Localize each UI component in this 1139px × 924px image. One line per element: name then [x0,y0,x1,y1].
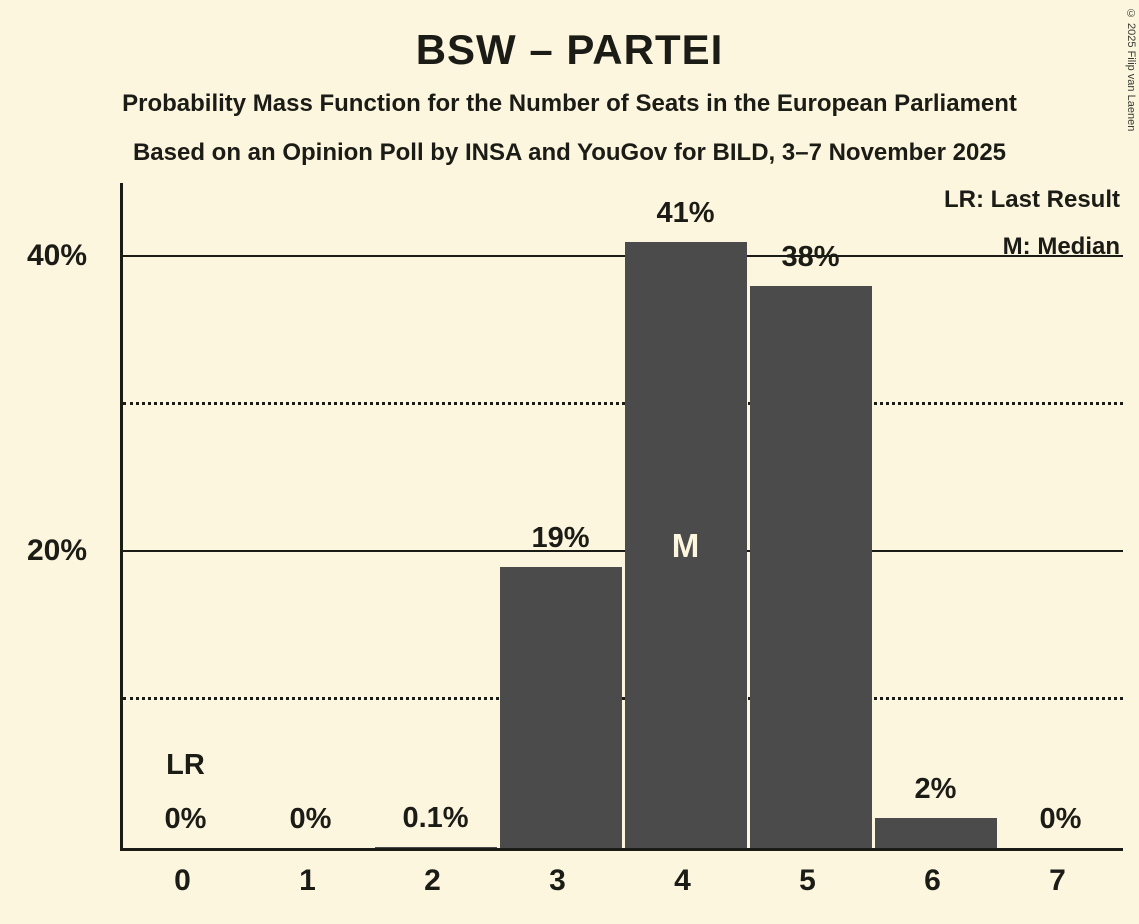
bar-value-label-2: 0.1% [402,801,469,834]
bar-value-label-0: 0% [164,803,207,835]
last-result-marker: LR [166,749,205,781]
x-tick-label-5: 5 [799,864,816,897]
x-tick-label-7: 7 [1049,864,1066,897]
x-tick-label-4: 4 [674,864,691,897]
plot-area: 0% 0% 0.1% 19% 41% 38% 2% 0% M LR [120,183,1123,851]
bar-seats-3 [499,567,622,848]
bar-seats-5 [749,286,872,848]
gridline-40pct-solid [123,254,1123,257]
bar-value-label-4: 41% [656,197,715,230]
gridline-10pct-dotted [123,697,1123,701]
bar-seats-4 [624,242,747,848]
y-tick-label-20: 20% [27,534,88,568]
bar-value-label-3: 19% [531,522,590,555]
legend-last-result: LR: Last Result [943,186,1120,213]
chart-subtitle: Probability Mass Function for the Number… [122,90,1017,117]
x-tick-label-0: 0 [174,864,191,897]
bar-value-label-6: 2% [914,773,957,806]
chart-source-line: Based on an Opinion Poll by INSA and You… [132,139,1007,166]
bar-seats-6 [874,818,997,848]
y-tick-label-40: 40% [27,238,88,272]
bar-value-label-5: 38% [781,241,840,274]
bar-seats-2 [374,847,497,848]
x-tick-label-2: 2 [424,864,441,897]
x-tick-label-6: 6 [924,864,941,897]
median-marker: M [671,527,700,565]
x-tick-label-3: 3 [549,864,566,897]
x-tick-label-1: 1 [299,864,316,897]
bar-value-label-1: 0% [289,803,332,835]
gridline-20pct-solid [123,550,1123,553]
copyright-notice: © 2025 Filip van Laenen [1125,8,1137,132]
chart-title: BSW – PARTEI [415,26,724,73]
gridline-30pct-dotted [123,401,1123,405]
bar-value-label-7: 0% [1039,803,1082,835]
